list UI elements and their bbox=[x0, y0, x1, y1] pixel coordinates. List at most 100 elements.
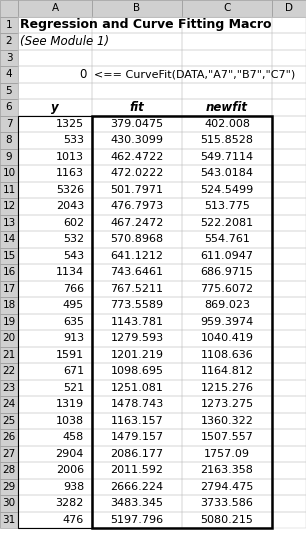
Bar bbox=[92, 182, 182, 198]
Text: 2006: 2006 bbox=[56, 465, 84, 475]
Bar bbox=[0, 479, 18, 495]
Bar bbox=[272, 148, 306, 165]
Bar bbox=[272, 380, 306, 396]
Text: 1134: 1134 bbox=[56, 267, 84, 277]
Bar bbox=[272, 264, 306, 281]
Bar bbox=[92, 214, 182, 231]
Bar bbox=[272, 511, 306, 528]
Bar bbox=[182, 231, 272, 247]
Bar bbox=[182, 214, 272, 231]
Bar bbox=[92, 99, 182, 115]
Bar bbox=[0, 231, 18, 247]
Bar bbox=[272, 214, 306, 231]
Bar bbox=[18, 297, 92, 313]
Bar bbox=[272, 429, 306, 445]
Text: 938: 938 bbox=[63, 482, 84, 492]
Bar bbox=[92, 198, 182, 214]
Bar bbox=[92, 16, 182, 33]
Bar bbox=[0, 198, 18, 214]
Bar bbox=[18, 264, 92, 281]
Text: 2011.592: 2011.592 bbox=[110, 465, 163, 475]
Bar bbox=[92, 16, 182, 33]
Bar bbox=[18, 412, 92, 429]
Bar bbox=[0, 16, 18, 33]
Text: 476: 476 bbox=[63, 515, 84, 525]
Text: 522.2081: 522.2081 bbox=[200, 218, 254, 228]
Bar bbox=[18, 281, 92, 297]
Bar bbox=[182, 363, 272, 380]
Bar bbox=[0, 33, 18, 49]
Bar bbox=[18, 346, 92, 363]
Bar bbox=[18, 214, 92, 231]
Bar bbox=[92, 148, 182, 165]
Bar bbox=[18, 297, 92, 313]
Bar bbox=[92, 33, 182, 49]
Text: 532: 532 bbox=[63, 234, 84, 245]
Text: 635: 635 bbox=[63, 317, 84, 327]
Bar bbox=[182, 297, 272, 313]
Bar bbox=[18, 281, 92, 297]
Bar bbox=[0, 99, 18, 115]
Bar bbox=[18, 412, 92, 429]
Bar bbox=[272, 16, 306, 33]
Bar bbox=[182, 330, 272, 346]
Text: 543: 543 bbox=[63, 251, 84, 261]
Bar bbox=[0, 396, 18, 412]
Bar bbox=[0, 412, 18, 429]
Text: 686.9715: 686.9715 bbox=[200, 267, 253, 277]
Bar bbox=[0, 214, 18, 231]
Text: 379.0475: 379.0475 bbox=[110, 119, 164, 129]
Text: 959.3974: 959.3974 bbox=[200, 317, 254, 327]
Text: 1040.419: 1040.419 bbox=[200, 333, 253, 344]
Text: 602: 602 bbox=[63, 218, 84, 228]
Bar bbox=[272, 281, 306, 297]
Bar bbox=[92, 66, 182, 83]
Text: 2904: 2904 bbox=[56, 449, 84, 459]
Bar bbox=[272, 99, 306, 115]
Bar bbox=[272, 380, 306, 396]
Text: 13: 13 bbox=[2, 218, 16, 228]
Bar bbox=[182, 182, 272, 198]
Text: 1757.09: 1757.09 bbox=[204, 449, 250, 459]
Bar bbox=[92, 363, 182, 380]
Text: 549.7114: 549.7114 bbox=[200, 152, 254, 162]
Bar bbox=[18, 132, 92, 148]
Bar bbox=[182, 148, 272, 165]
Bar bbox=[272, 297, 306, 313]
Text: <== CurveFit(DATA,"A7","B7","C7"): <== CurveFit(DATA,"A7","B7","C7") bbox=[94, 69, 295, 79]
Bar bbox=[92, 346, 182, 363]
Bar bbox=[272, 66, 306, 83]
Text: 1360.322: 1360.322 bbox=[200, 416, 253, 426]
Bar bbox=[0, 297, 18, 313]
Bar bbox=[92, 380, 182, 396]
Text: 17: 17 bbox=[2, 284, 16, 294]
Bar bbox=[182, 330, 272, 346]
Text: Regression and Curve Fitting Macro: Regression and Curve Fitting Macro bbox=[20, 18, 271, 31]
Bar bbox=[92, 495, 182, 511]
Bar bbox=[182, 49, 272, 66]
Bar bbox=[92, 132, 182, 148]
Bar bbox=[272, 363, 306, 380]
Bar bbox=[92, 198, 182, 214]
Bar bbox=[92, 115, 272, 528]
Text: 3: 3 bbox=[6, 53, 12, 63]
Bar bbox=[18, 165, 92, 182]
Bar bbox=[18, 148, 92, 165]
Text: 476.7973: 476.7973 bbox=[110, 201, 164, 211]
Text: 462.4722: 462.4722 bbox=[110, 152, 164, 162]
Bar bbox=[272, 445, 306, 462]
Bar bbox=[18, 511, 92, 528]
Bar bbox=[182, 495, 272, 511]
Bar bbox=[272, 479, 306, 495]
Text: 9: 9 bbox=[6, 152, 12, 162]
Bar bbox=[18, 16, 92, 33]
Bar bbox=[92, 83, 182, 99]
Bar bbox=[272, 83, 306, 99]
Bar bbox=[92, 281, 182, 297]
Bar bbox=[0, 33, 18, 49]
Text: 26: 26 bbox=[2, 432, 16, 443]
Bar bbox=[92, 297, 182, 313]
Bar bbox=[182, 495, 272, 511]
Bar bbox=[18, 132, 92, 148]
Bar bbox=[182, 99, 272, 115]
